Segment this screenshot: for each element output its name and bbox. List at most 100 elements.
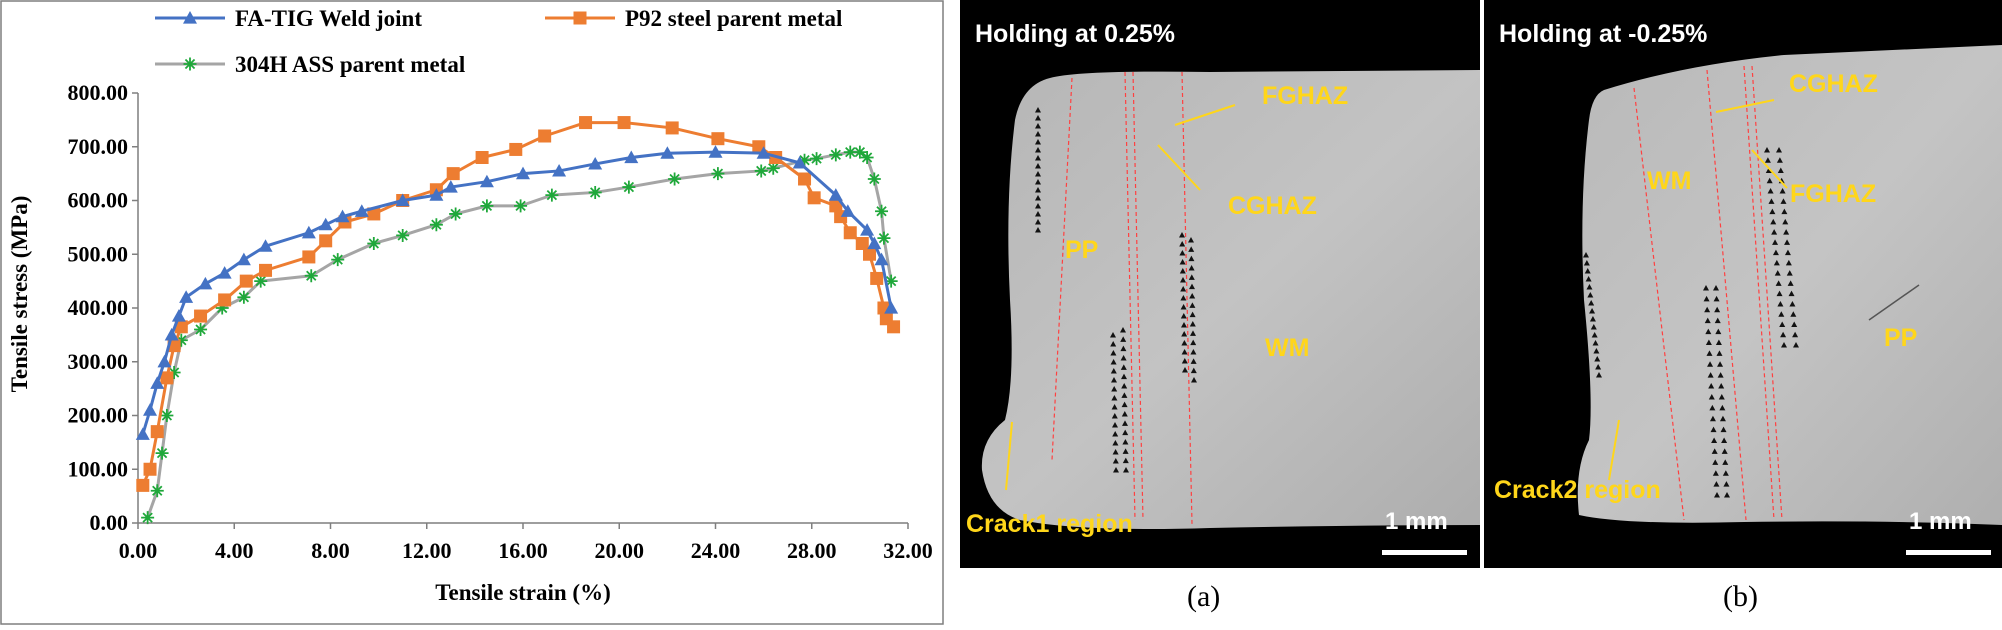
indent-mark xyxy=(1112,422,1118,428)
indent-mark xyxy=(1121,392,1128,398)
indent-mark xyxy=(1767,188,1774,194)
indent-mark xyxy=(1120,336,1127,342)
scale-bar-b xyxy=(1906,550,1991,555)
y-axis-label: Tensile stress (MPa) xyxy=(7,196,32,393)
series-fa-tig-weld-joint xyxy=(135,145,899,440)
indent-mark xyxy=(1111,395,1118,401)
legend-item: P92 steel parent metal xyxy=(545,6,842,31)
data-point-triangle xyxy=(429,188,444,201)
data-point-star xyxy=(668,172,682,186)
data-point-triangle xyxy=(860,223,875,236)
indent-mark xyxy=(1122,457,1129,464)
indent-mark xyxy=(1189,283,1195,290)
indent-mark xyxy=(1112,440,1119,446)
data-point-star xyxy=(155,446,169,460)
data-point-triangle xyxy=(135,427,150,440)
indent-mark xyxy=(1707,361,1714,367)
indent-mark xyxy=(1179,259,1186,265)
data-point-star xyxy=(853,145,867,159)
indent-mark xyxy=(1035,195,1041,201)
data-point-star xyxy=(237,290,251,304)
indent-mark xyxy=(1182,367,1188,373)
data-point-square xyxy=(174,320,188,334)
data-point-star xyxy=(215,301,229,315)
data-point-triangle xyxy=(395,193,410,207)
legend-item: 304H ASS parent metal xyxy=(155,52,465,77)
indent-mark xyxy=(1179,232,1185,238)
indent-mark xyxy=(1711,448,1718,454)
data-point-triangle xyxy=(756,146,771,159)
boundary-line xyxy=(1751,65,1783,521)
label-wm-a: WM xyxy=(1265,334,1310,362)
y-tick-label: 800.00 xyxy=(68,80,129,105)
data-point-square xyxy=(538,129,552,143)
indent-mark xyxy=(1717,372,1724,378)
data-point-star xyxy=(150,484,164,498)
label-fghaz-b: FGHAZ xyxy=(1790,180,1877,208)
data-point-star xyxy=(429,218,443,232)
indent-mark xyxy=(1776,157,1783,163)
y-tick-label: 700.00 xyxy=(68,134,129,159)
indent-mark xyxy=(1704,317,1711,324)
indent-mark xyxy=(1789,300,1796,307)
indent-mark xyxy=(1776,147,1782,153)
data-point-square xyxy=(665,121,679,135)
panel-a-title: Holding at 0.25% xyxy=(975,20,1176,48)
indent-mark xyxy=(1772,249,1779,256)
data-point-triangle xyxy=(236,252,251,266)
indent-mark xyxy=(1787,280,1794,286)
indent-mark xyxy=(1722,470,1729,476)
indent-mark xyxy=(1122,429,1129,436)
indent-mark xyxy=(1120,355,1127,361)
indent-mark xyxy=(1035,163,1041,169)
indent-mark xyxy=(1035,147,1041,153)
indent-mark xyxy=(1784,239,1791,245)
data-point-triangle xyxy=(143,403,158,416)
indent-mark xyxy=(1111,404,1118,410)
data-point-triangle xyxy=(258,239,273,252)
data-point-star xyxy=(194,323,208,336)
data-point-triangle xyxy=(874,252,889,266)
indent-mark xyxy=(1771,229,1778,235)
label-pp-a: PP xyxy=(1065,236,1099,264)
indent-mark xyxy=(1112,449,1119,455)
data-point-star xyxy=(843,145,857,159)
indent-mark xyxy=(1589,316,1596,322)
indent-mark xyxy=(1035,123,1041,129)
micrograph-panel-a: Holding at 0.25% FGHAZ CGHAZ PP WM Crack… xyxy=(960,0,1480,568)
indent-mark xyxy=(1593,348,1600,354)
arrow-crack2 xyxy=(1608,419,1620,481)
data-point-star xyxy=(304,269,318,283)
series-layer xyxy=(135,116,901,525)
indent-mark xyxy=(1180,313,1187,319)
indent-mark xyxy=(1704,306,1711,313)
data-point-square xyxy=(887,320,901,334)
legend: FA-TIG Weld joint P92 steel parent metal 3… xyxy=(155,6,842,77)
data-point-triangle xyxy=(840,204,855,217)
y-tick-label: 400.00 xyxy=(68,295,129,320)
boundary-line xyxy=(1051,77,1073,461)
data-point-square xyxy=(579,116,593,130)
indent-mark xyxy=(1188,255,1195,262)
indent-mark xyxy=(1713,285,1719,291)
indent-mark xyxy=(1711,437,1718,444)
data-point-square xyxy=(143,462,157,476)
data-point-star xyxy=(877,231,891,245)
data-point-square xyxy=(194,309,208,323)
boundary-line xyxy=(1633,87,1685,521)
indent-mark xyxy=(1121,401,1128,408)
label-crack-b: Crack2 region xyxy=(1494,476,1661,504)
data-point-star xyxy=(331,253,345,267)
indent-mark xyxy=(1121,411,1128,417)
indent-mark xyxy=(1709,415,1716,422)
indent-mark xyxy=(1715,328,1722,335)
data-point-star xyxy=(367,237,381,250)
indent-mark xyxy=(1181,358,1188,364)
indent-mark xyxy=(1035,131,1041,137)
micrograph-b-image xyxy=(1577,45,2002,555)
indent-mark xyxy=(1716,350,1723,356)
indent-mark xyxy=(1714,317,1721,324)
data-point-star xyxy=(766,161,780,175)
indent-mark xyxy=(1713,295,1720,302)
indent-mark xyxy=(1110,341,1117,347)
